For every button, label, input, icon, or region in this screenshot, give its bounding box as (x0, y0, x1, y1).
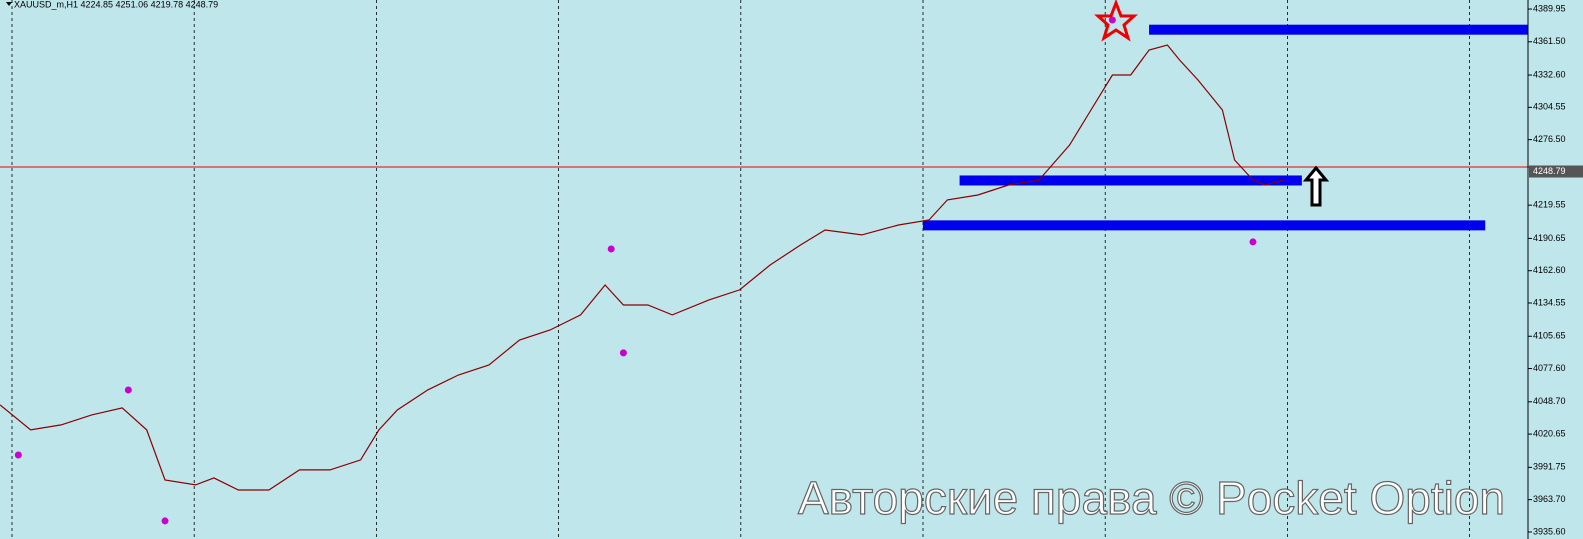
y-tick-label: 4361.50 (1533, 36, 1566, 46)
watermark: Авторские права © Pocket Option (798, 472, 1505, 524)
last-price-label: 4248.79 (1533, 166, 1566, 176)
fractal-marker (1249, 238, 1257, 246)
y-tick-label: 4304.55 (1533, 102, 1566, 112)
y-tick-label: 4020.65 (1533, 428, 1566, 438)
y-tick-label: 4332.60 (1533, 69, 1566, 79)
y-tick-label: 4048.70 (1533, 396, 1566, 406)
y-tick-label: 3991.75 (1533, 462, 1566, 472)
y-tick-label: 4105.65 (1533, 331, 1566, 341)
fractal-marker (161, 517, 169, 525)
plot (0, 16, 1583, 525)
support-resistance-level (1149, 24, 1528, 35)
y-tick-label: 4162.60 (1533, 265, 1566, 275)
support-resistance-level (922, 220, 1486, 231)
menu-icon (6, 2, 12, 6)
star-icon (1094, 0, 1138, 42)
fractal-marker (1108, 16, 1116, 24)
support-resistance-level (959, 175, 1302, 186)
fractal-marker (607, 245, 615, 253)
y-tick-label: 4389.95 (1533, 3, 1566, 13)
y-tick-label: 4276.50 (1533, 134, 1566, 144)
last-price-box (1529, 165, 1583, 178)
chart-title: XAUUSD_m,H1 4224.85 4251.06 4219.78 4248… (14, 0, 218, 9)
y-tick-label: 4190.65 (1533, 233, 1566, 243)
fractal-marker (124, 386, 132, 394)
y-tick-label: 3935.60 (1533, 526, 1566, 536)
y-tick-label: 3963.70 (1533, 494, 1566, 504)
y-tick-label: 4134.55 (1533, 297, 1566, 307)
up-arrow (1302, 165, 1330, 207)
y-tick-label: 4077.60 (1533, 363, 1566, 373)
price-line-series (0, 44, 1284, 491)
fractal-marker (14, 451, 22, 459)
y-tick-label: 4219.55 (1533, 200, 1566, 210)
fractal-marker (619, 349, 627, 357)
